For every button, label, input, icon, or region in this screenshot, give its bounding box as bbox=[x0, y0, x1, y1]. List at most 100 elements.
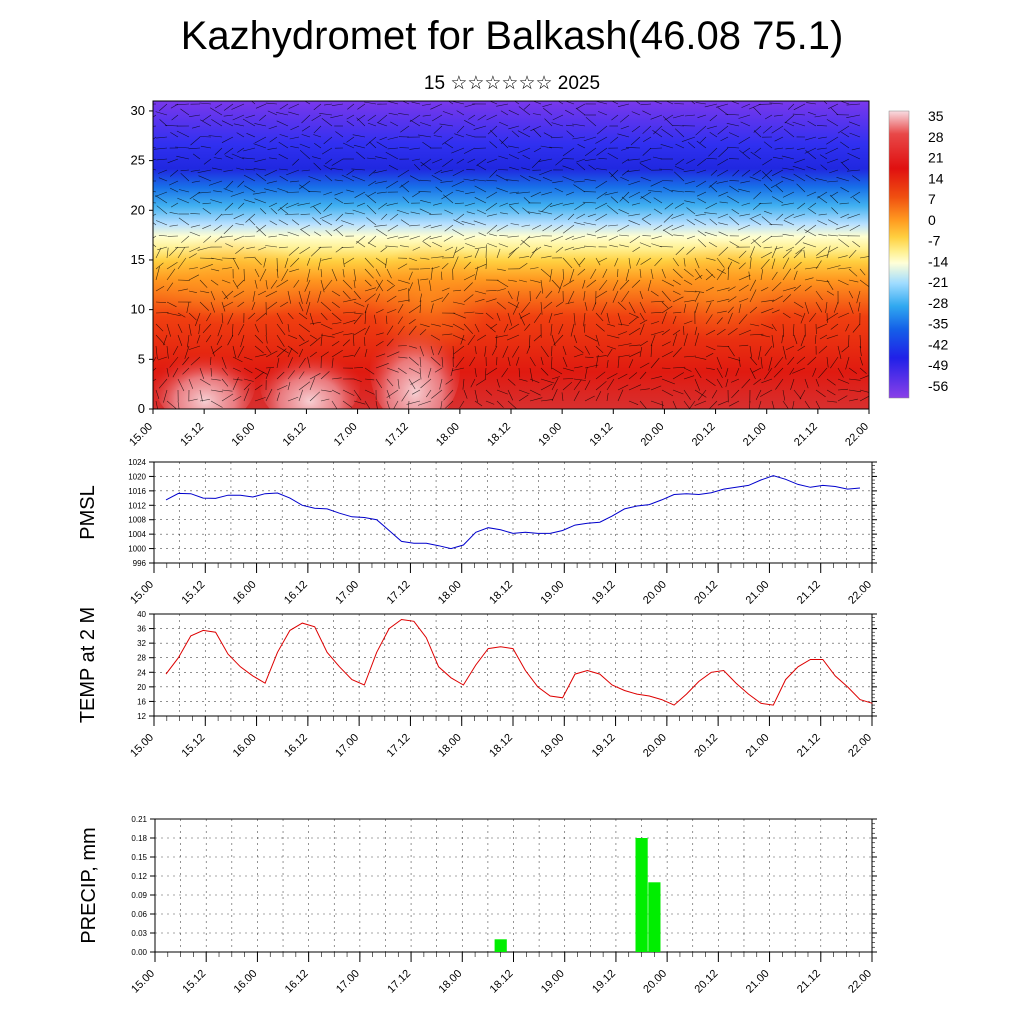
wind-vector bbox=[518, 263, 528, 270]
wind-vector bbox=[726, 195, 740, 204]
wind-vector bbox=[496, 248, 501, 259]
wind-vector bbox=[353, 290, 361, 300]
wind-vector bbox=[498, 155, 509, 160]
chart-title: Kazhydromet for Balkash(46.08 75.1) bbox=[180, 14, 844, 58]
wind-vector bbox=[214, 235, 223, 243]
wind-vector bbox=[364, 310, 367, 325]
wind-vector bbox=[331, 350, 343, 358]
wind-vector bbox=[661, 341, 671, 347]
wind-vector bbox=[763, 367, 773, 380]
wind-vector bbox=[542, 224, 553, 232]
precip-bar bbox=[648, 882, 661, 952]
wind-vector bbox=[158, 235, 168, 237]
wind-vector bbox=[749, 367, 756, 380]
wind-vector bbox=[375, 180, 388, 184]
wind-vector bbox=[650, 330, 664, 336]
wind-vector bbox=[716, 310, 727, 314]
wind-vector bbox=[826, 279, 834, 290]
wind-vector bbox=[431, 158, 443, 164]
wind-vector bbox=[782, 191, 795, 198]
wind-vector bbox=[741, 202, 751, 206]
wind-vector bbox=[793, 301, 804, 309]
wind-vector bbox=[782, 345, 787, 360]
colorbar-label: -21 bbox=[928, 274, 948, 290]
wind-vector bbox=[269, 220, 278, 226]
wind-vector bbox=[163, 389, 168, 403]
wind-vector bbox=[253, 143, 267, 149]
wind-vector bbox=[606, 312, 610, 324]
wind-vector bbox=[159, 119, 168, 127]
wind-vector bbox=[661, 128, 674, 138]
wind-vector bbox=[738, 298, 749, 303]
wind-vector bbox=[352, 333, 355, 347]
wind-vector bbox=[367, 235, 377, 244]
wind-vector bbox=[240, 334, 245, 348]
wind-vector bbox=[423, 235, 432, 241]
wind-vector bbox=[225, 180, 234, 189]
wind-vector bbox=[251, 101, 256, 105]
wind-vector bbox=[552, 114, 564, 121]
wind-vector bbox=[386, 400, 390, 409]
wind-vector bbox=[716, 345, 730, 347]
wind-vector bbox=[837, 267, 852, 270]
wind-vector bbox=[454, 246, 465, 254]
wind-vector bbox=[155, 220, 168, 226]
wind-vector bbox=[341, 246, 355, 248]
wind-vector bbox=[409, 114, 421, 123]
wind-vector bbox=[406, 400, 421, 405]
wind-vector bbox=[716, 378, 723, 389]
wind-vector bbox=[540, 399, 554, 402]
wind-vector bbox=[386, 351, 400, 358]
wind-vector bbox=[390, 121, 399, 127]
wind-vector bbox=[246, 246, 256, 249]
wind-vector bbox=[190, 213, 201, 215]
wind-vector bbox=[477, 334, 487, 341]
wind-vector bbox=[276, 348, 287, 358]
wind-vector bbox=[465, 134, 476, 138]
wind-vector bbox=[507, 279, 517, 282]
wind-vector bbox=[650, 268, 654, 280]
wind-vector bbox=[375, 293, 381, 303]
wind-vector bbox=[846, 169, 861, 172]
wind-vector bbox=[177, 288, 188, 292]
wind-vector bbox=[199, 279, 208, 288]
wind-vector bbox=[600, 301, 608, 315]
wind-vector bbox=[835, 224, 850, 230]
heatmap-y-tick-label: 5 bbox=[138, 351, 145, 366]
wind-vector bbox=[452, 256, 459, 270]
wind-vector bbox=[552, 180, 564, 184]
wind-vector bbox=[640, 191, 652, 199]
wind-vector bbox=[420, 378, 432, 389]
wind-vector bbox=[153, 202, 157, 204]
wind-vector bbox=[320, 371, 330, 380]
wind-vector bbox=[752, 367, 762, 373]
wind-vector bbox=[468, 114, 476, 120]
wind-vector bbox=[572, 246, 586, 250]
wind-vector bbox=[549, 268, 553, 282]
wind-vector bbox=[528, 176, 542, 182]
wind-vector bbox=[512, 345, 520, 358]
wind-vector bbox=[573, 378, 586, 381]
wind-vector bbox=[518, 367, 521, 378]
wind-vector bbox=[319, 113, 333, 116]
wind-vector bbox=[715, 103, 729, 108]
wind-vector bbox=[820, 164, 828, 171]
x-tick-label: 20.12 bbox=[692, 732, 720, 760]
wind-vector bbox=[508, 125, 520, 130]
wind-vector bbox=[175, 146, 190, 149]
wind-vector bbox=[639, 301, 646, 314]
wind-vector bbox=[684, 114, 696, 117]
wind-vector bbox=[155, 312, 169, 314]
wind-vector bbox=[838, 238, 850, 248]
wind-vector bbox=[499, 235, 509, 237]
wind-vector bbox=[375, 378, 383, 389]
wind-vector bbox=[782, 249, 793, 259]
wind-vector bbox=[265, 245, 278, 248]
wind-vector bbox=[321, 118, 333, 127]
wind-vector bbox=[683, 268, 694, 277]
wind-vector bbox=[650, 376, 663, 380]
wind-vector bbox=[520, 175, 531, 182]
wind-vector bbox=[529, 378, 540, 383]
heatmap-x-tick-label: 17.00 bbox=[332, 421, 360, 449]
colorbar-label: 28 bbox=[928, 129, 944, 145]
